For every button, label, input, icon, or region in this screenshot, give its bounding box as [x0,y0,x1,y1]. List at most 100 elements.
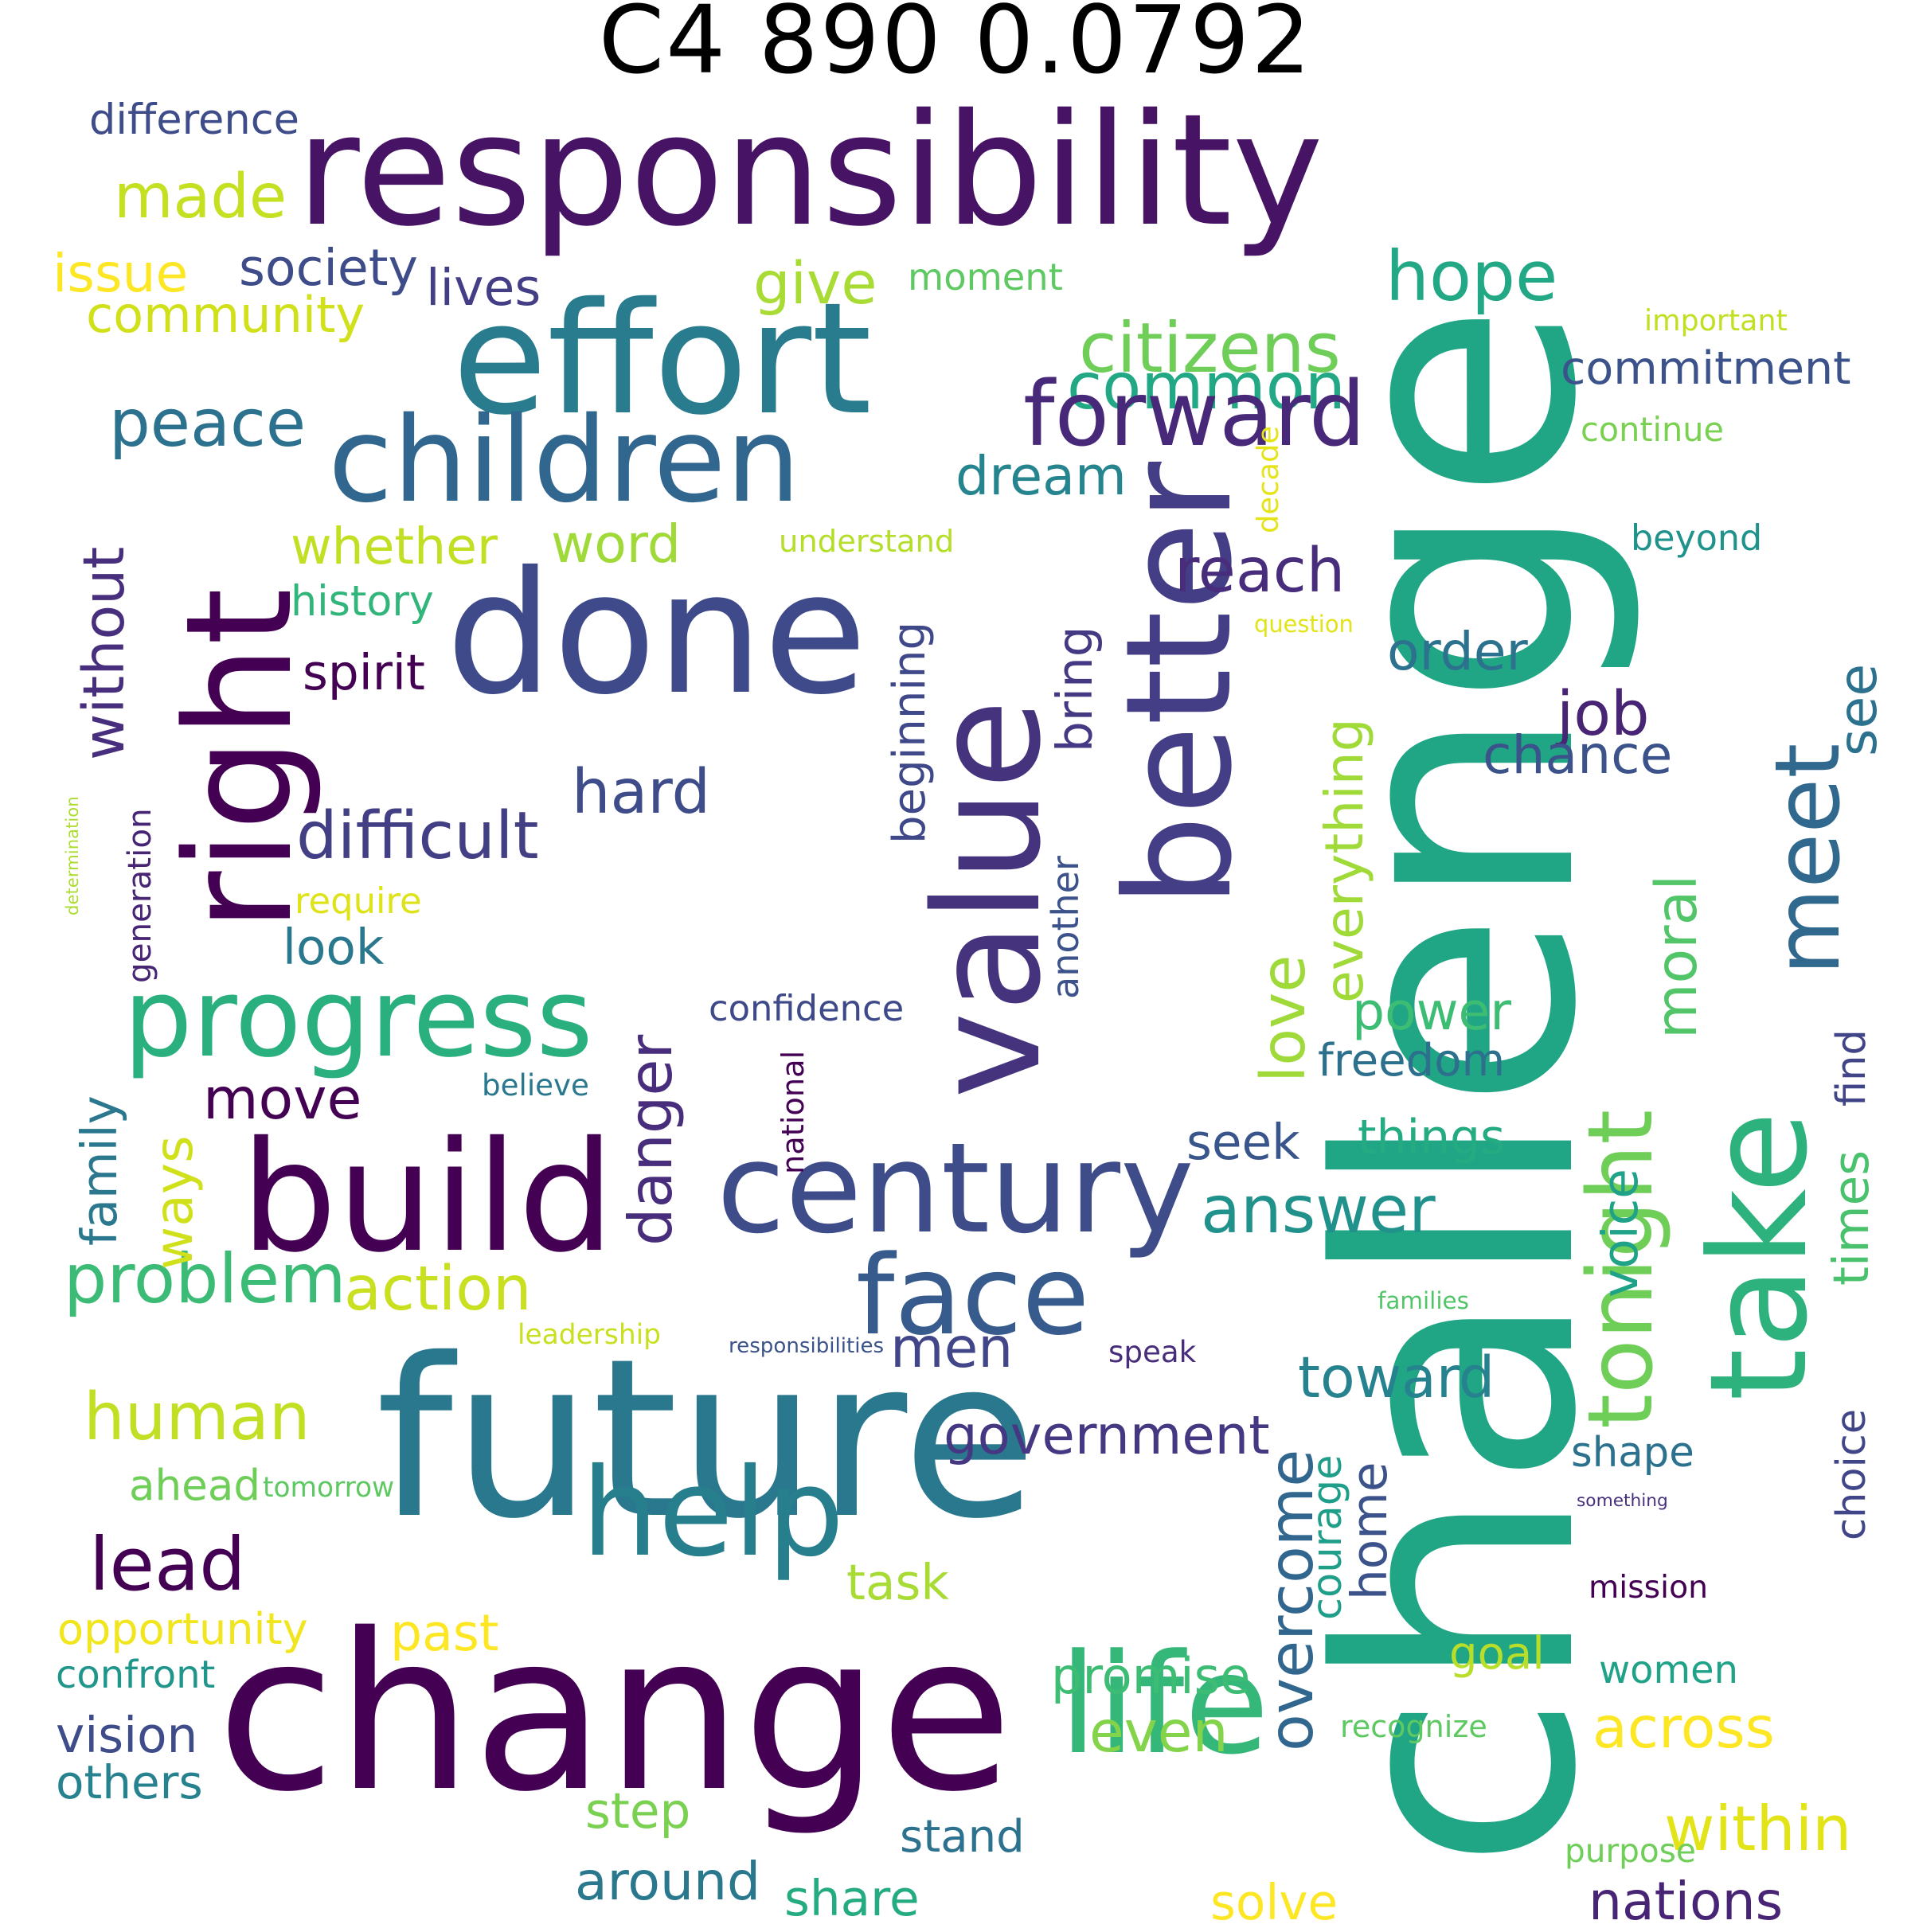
word-society: society [239,238,418,297]
word-take: take [1681,1110,1837,1401]
word-word: word [551,513,681,575]
word-progress: progress [123,955,593,1082]
word-dream: dream [956,445,1127,507]
word-better: better [1095,461,1264,907]
word-answer: answer [1201,1173,1436,1248]
word-around: around [575,1850,761,1912]
word-important: important [1644,303,1788,338]
word-generation: generation [120,808,158,983]
word-peace: peace [109,386,307,462]
word-beyond: beyond [1631,518,1763,559]
word-toward: toward [1298,1345,1495,1411]
word-look: look [283,919,385,976]
word-ahead: ahead [129,1461,261,1510]
word-within: within [1664,1793,1852,1865]
word-things: things [1358,1110,1506,1165]
word-government: government [944,1404,1270,1466]
word-times: times [1823,1149,1880,1286]
word-question: question [1254,611,1354,638]
word-goal: goal [1449,1628,1545,1680]
word-voice: voice [1592,1169,1649,1298]
word-difference: difference [89,96,300,144]
word-men: men [890,1317,1014,1380]
word-vision: vision [56,1708,198,1764]
word-build: build [240,1110,615,1286]
word-spirit: spirit [303,645,425,701]
word-ways: ways [143,1135,205,1270]
word-leadership: leadership [518,1319,662,1351]
word-seek: seek [1186,1114,1300,1171]
word-believe: believe [482,1067,589,1103]
word-problem: problem [64,1239,346,1319]
word-recognize: recognize [1340,1709,1487,1744]
word-past: past [390,1603,499,1662]
word-confront: confront [56,1653,216,1697]
word-something: something [1577,1491,1668,1511]
word-require: require [295,880,422,922]
word-power: power [1352,982,1511,1042]
word-understand: understand [779,524,955,560]
word-across: across [1592,1695,1775,1761]
word-others: others [56,1755,203,1809]
word-danger: danger [616,1034,686,1246]
word-determination: determination [62,796,82,915]
word-give: give [753,250,877,318]
word-issue: issue [53,242,189,304]
word-opportunity: opportunity [57,1604,308,1654]
word-common: common [1067,349,1346,423]
word-value: value [904,699,1073,1099]
word-families: families [1378,1287,1469,1314]
word-human: human [84,1380,311,1455]
word-purpose: purpose [1565,1832,1696,1870]
word-share: share [784,1871,920,1927]
word-speak: speak [1108,1334,1197,1369]
word-move: move [203,1066,362,1132]
word-see: see [1827,663,1889,756]
word-meet: meet [1757,743,1860,975]
word-stand: stand [900,1811,1025,1863]
word-step: step [585,1783,691,1840]
word-responsibility: responsibility [296,80,1324,260]
word-lives: lives [426,258,541,317]
word-order: order [1387,620,1528,682]
word-forward: forward [1023,363,1366,466]
word-job: job [1557,679,1650,750]
word-bring: bring [1047,626,1104,752]
word-change: change [217,1588,1013,1840]
word-decade: decade [1251,425,1285,533]
word-citizens: citizens [1079,309,1341,388]
word-tomorrow: tomorrow [263,1472,395,1504]
word-home: home [1342,1462,1398,1600]
word-right: right [155,587,325,931]
word-help: help [581,1442,845,1584]
word-moment: moment [908,256,1063,299]
word-hard: hard [572,757,711,828]
word-moral: moral [1643,874,1710,1039]
word-continue: continue [1581,411,1724,449]
word-everything: everything [1313,718,1375,1003]
word-whether: whether [291,517,498,576]
word-future: future [376,1311,1038,1567]
word-women: women [1599,1649,1738,1692]
word-beginning: beginning [884,621,936,844]
word-made: made [114,162,287,232]
word-shape: shape [1571,1429,1694,1477]
word-nations: nations [1589,1870,1784,1932]
word-without: without [71,546,137,760]
word-children: children [328,392,801,529]
word-action: action [344,1254,532,1325]
word-reach: reach [1174,536,1346,607]
word-mission: mission [1589,1570,1709,1606]
word-history: history [291,577,434,626]
word-even: even [1089,1699,1229,1765]
word-confidence: confidence [709,987,905,1029]
word-promise: promise [1051,1647,1251,1705]
word-commitment: commitment [1561,342,1851,395]
word-choice: choice [1828,1408,1875,1540]
word-chance: chance [1483,724,1673,786]
word-national: national [776,1050,811,1174]
word-responsibilities: responsibilities [729,1334,885,1358]
chart-title: C4 890 0.0792 [598,0,1313,95]
word-task: task [846,1555,949,1611]
word-freedom: freedom [1318,1035,1506,1087]
